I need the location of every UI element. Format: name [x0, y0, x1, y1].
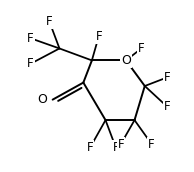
Text: F: F: [46, 15, 53, 28]
Text: F: F: [148, 137, 155, 150]
Text: F: F: [95, 30, 102, 43]
Text: F: F: [164, 71, 170, 84]
Text: O: O: [37, 93, 47, 106]
Text: F: F: [138, 42, 145, 55]
Text: F: F: [87, 141, 94, 154]
Text: F: F: [164, 100, 170, 113]
Text: O: O: [121, 54, 131, 67]
Text: F: F: [27, 32, 34, 45]
Text: F: F: [113, 141, 119, 154]
Text: F: F: [27, 57, 34, 70]
Text: F: F: [118, 137, 124, 150]
